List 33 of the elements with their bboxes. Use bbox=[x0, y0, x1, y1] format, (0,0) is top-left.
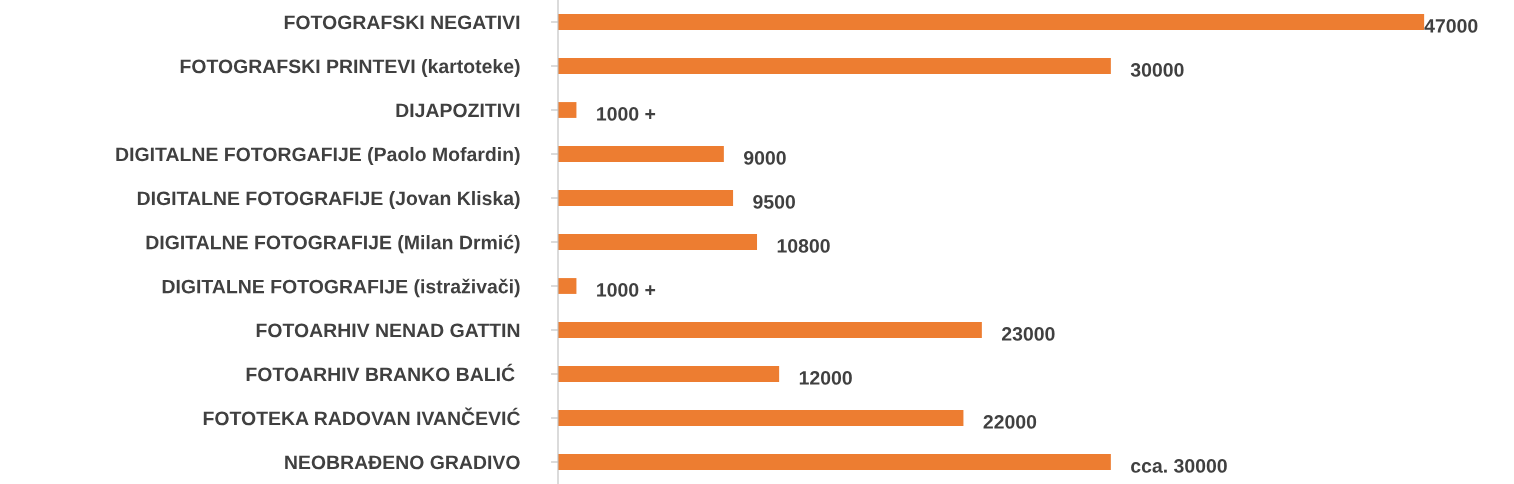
bar bbox=[558, 410, 964, 426]
bar bbox=[558, 322, 982, 338]
data-label: 9000 bbox=[743, 151, 786, 165]
bar bbox=[558, 58, 1111, 74]
y-tick-label: FOTOTEKA RADOVAN IVANČEVIĆ bbox=[203, 407, 520, 426]
y-tick-label: FOTOGRAFSKI PRINTEVI (kartoteke) bbox=[180, 58, 520, 78]
y-tick-label: DIGITALNE FOTORGAFIJE (Paolo Mofardin) bbox=[116, 146, 520, 166]
data-label: 30000 bbox=[1130, 63, 1184, 77]
y-tick-label: FOTOGRAFSKI NEGATIVI bbox=[284, 15, 520, 30]
data-label: 1000 + bbox=[597, 107, 656, 121]
y-tick-label: DIGITALNE FOTOGRAFIJE (istraživači) bbox=[162, 278, 520, 298]
data-label: 47000 bbox=[1424, 19, 1478, 33]
data-label: 9500 bbox=[753, 195, 795, 209]
bar bbox=[558, 366, 780, 382]
y-tick-label: FOTOARHIV NENAD GATTIN bbox=[256, 323, 520, 338]
bar bbox=[558, 190, 734, 206]
data-label: 1000 + bbox=[597, 283, 656, 297]
bar bbox=[558, 454, 1111, 470]
bar bbox=[558, 278, 577, 294]
y-tick-label: DIGITALNE FOTOGRAFIJE (Milan Drmić) bbox=[146, 234, 520, 254]
bar bbox=[558, 234, 758, 250]
bar bbox=[558, 102, 577, 118]
y-tick-label: DIJAPOZITIVI bbox=[396, 103, 520, 118]
y-tick-label: NEOBRAĐENO GRADIVO bbox=[285, 455, 520, 470]
bar bbox=[558, 14, 1425, 30]
data-label: 23000 bbox=[1001, 327, 1055, 341]
data-label: cca. 30000 bbox=[1131, 459, 1227, 473]
bar bbox=[558, 146, 724, 162]
data-label: 22000 bbox=[983, 415, 1037, 429]
y-tick-label: FOTOARHIV BRANKO BALIĆ bbox=[246, 363, 515, 382]
y-tick-label: DIGITALNE FOTOGRAFIJE (Jovan Kliska) bbox=[137, 190, 520, 210]
data-label: 12000 bbox=[799, 371, 852, 385]
data-label: 10800 bbox=[777, 239, 830, 253]
